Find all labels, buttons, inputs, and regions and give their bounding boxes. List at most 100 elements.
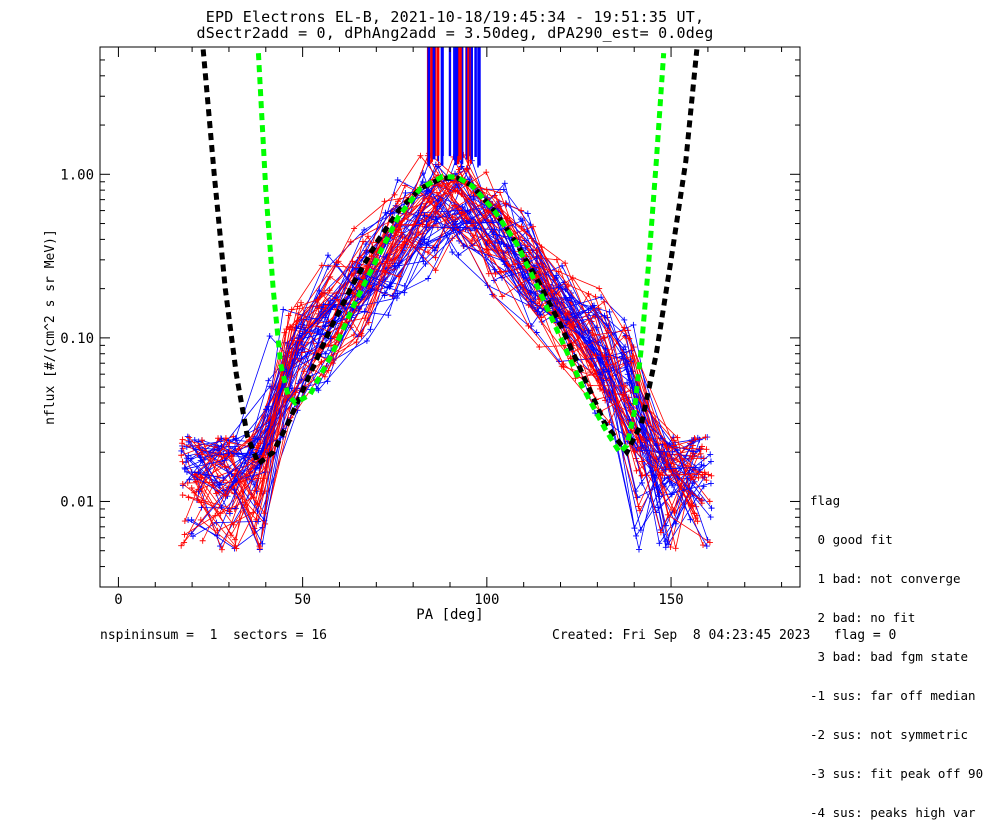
data-point-marker: [387, 210, 394, 217]
data-point-marker: [178, 447, 185, 454]
data-point-marker: [198, 474, 205, 481]
data-point-marker: [471, 192, 478, 199]
x-tick-label: 0: [114, 592, 122, 608]
data-point-marker: [662, 466, 669, 473]
data-point-marker: [350, 331, 357, 338]
data-point-marker: [324, 378, 331, 385]
legend-entry: 3 bad: bad fgm state: [810, 649, 969, 664]
data-point-marker: [231, 486, 238, 493]
data-point-marker: [491, 242, 498, 249]
data-point-marker: [361, 226, 368, 233]
data-point-marker: [662, 544, 669, 551]
data-point-marker: [426, 198, 433, 205]
data-point-marker: [185, 516, 192, 523]
legend-entry: -1 sus: far off median: [810, 688, 976, 703]
data-point-marker: [602, 397, 609, 404]
data-trace: [197, 168, 703, 547]
data-point-marker: [559, 262, 566, 269]
data-point-marker: [692, 464, 699, 471]
data-point-marker: [423, 224, 430, 231]
legend-entry: 1 bad: not converge: [810, 571, 961, 586]
data-point-marker: [318, 262, 325, 269]
data-point-marker: [432, 267, 439, 274]
data-point-marker: [671, 507, 678, 514]
data-point-marker: [368, 253, 375, 260]
data-point-marker: [432, 208, 439, 215]
data-point-marker: [674, 434, 681, 441]
data-point-marker: [185, 438, 192, 445]
data-point-marker: [635, 546, 642, 553]
data-point-marker: [213, 490, 220, 497]
data-point-marker: [254, 500, 261, 507]
data-point-marker: [606, 308, 613, 315]
data-point-marker: [536, 343, 543, 350]
data-point-marker: [419, 221, 426, 228]
data-point-marker: [334, 296, 341, 303]
y-tick-label: 0.01: [60, 494, 94, 510]
data-point-marker: [456, 229, 463, 236]
data-point-marker: [706, 498, 713, 505]
data-point-marker: [233, 545, 240, 552]
data-point-marker: [566, 294, 573, 301]
data-trace: [202, 205, 693, 548]
data-point-marker: [671, 442, 678, 449]
data-point-marker: [419, 178, 426, 185]
legend-title: flag: [810, 493, 841, 508]
data-trace: [191, 220, 696, 479]
data-point-marker: [233, 477, 240, 484]
data-point-marker: [184, 479, 191, 486]
data-trace: [182, 153, 699, 548]
data-trace: [181, 181, 698, 516]
data-trace: [200, 154, 707, 550]
x-tick-label: 50: [294, 592, 311, 608]
data-point-marker: [322, 323, 329, 330]
y-axis: 0.01 0.10 1.00: [60, 59, 800, 568]
data-point-marker: [247, 436, 254, 443]
data-point-marker: [624, 371, 631, 378]
data-point-marker: [179, 458, 186, 465]
data-point-marker: [385, 262, 392, 269]
data-point-marker: [449, 249, 456, 256]
data-point-marker: [669, 448, 676, 455]
data-point-marker: [703, 446, 710, 453]
data-point-marker: [259, 540, 266, 547]
data-point-marker: [485, 208, 492, 215]
data-point-marker: [703, 477, 710, 484]
data-point-marker: [417, 152, 424, 159]
data-point-marker: [199, 437, 206, 444]
data-point-marker: [358, 332, 365, 339]
data-trace: [184, 202, 694, 537]
data-point-marker: [567, 320, 574, 327]
data-point-marker: [658, 434, 665, 441]
data-point-marker: [197, 516, 204, 523]
data-point-marker: [707, 480, 714, 487]
data-trace: [199, 178, 705, 546]
data-trace: [202, 185, 693, 541]
data-point-marker: [231, 536, 238, 543]
data-point-marker: [530, 223, 537, 230]
data-point-marker: [519, 272, 526, 279]
data-point-marker: [528, 298, 535, 305]
data-point-marker: [500, 258, 507, 265]
data-point-marker: [689, 502, 696, 509]
data-point-marker: [621, 316, 628, 323]
data-point-marker: [220, 475, 227, 482]
data-point-marker: [696, 466, 703, 473]
data-point-marker: [195, 497, 202, 504]
data-point-marker: [325, 263, 332, 270]
data-point-marker: [246, 472, 253, 479]
data-point-marker: [700, 455, 707, 462]
data-trace: [188, 210, 701, 486]
data-point-marker: [708, 472, 715, 479]
data-point-marker: [497, 189, 504, 196]
data-point-marker: [697, 450, 704, 457]
data-point-marker: [218, 546, 225, 553]
data-point-marker: [672, 545, 679, 552]
data-point-marker: [517, 288, 524, 295]
data-point-marker: [331, 334, 338, 341]
data-point-marker: [502, 200, 509, 207]
data-point-marker: [483, 169, 490, 176]
data-point-marker: [431, 247, 438, 254]
data-point-marker: [423, 242, 430, 249]
data-point-marker: [662, 538, 669, 545]
